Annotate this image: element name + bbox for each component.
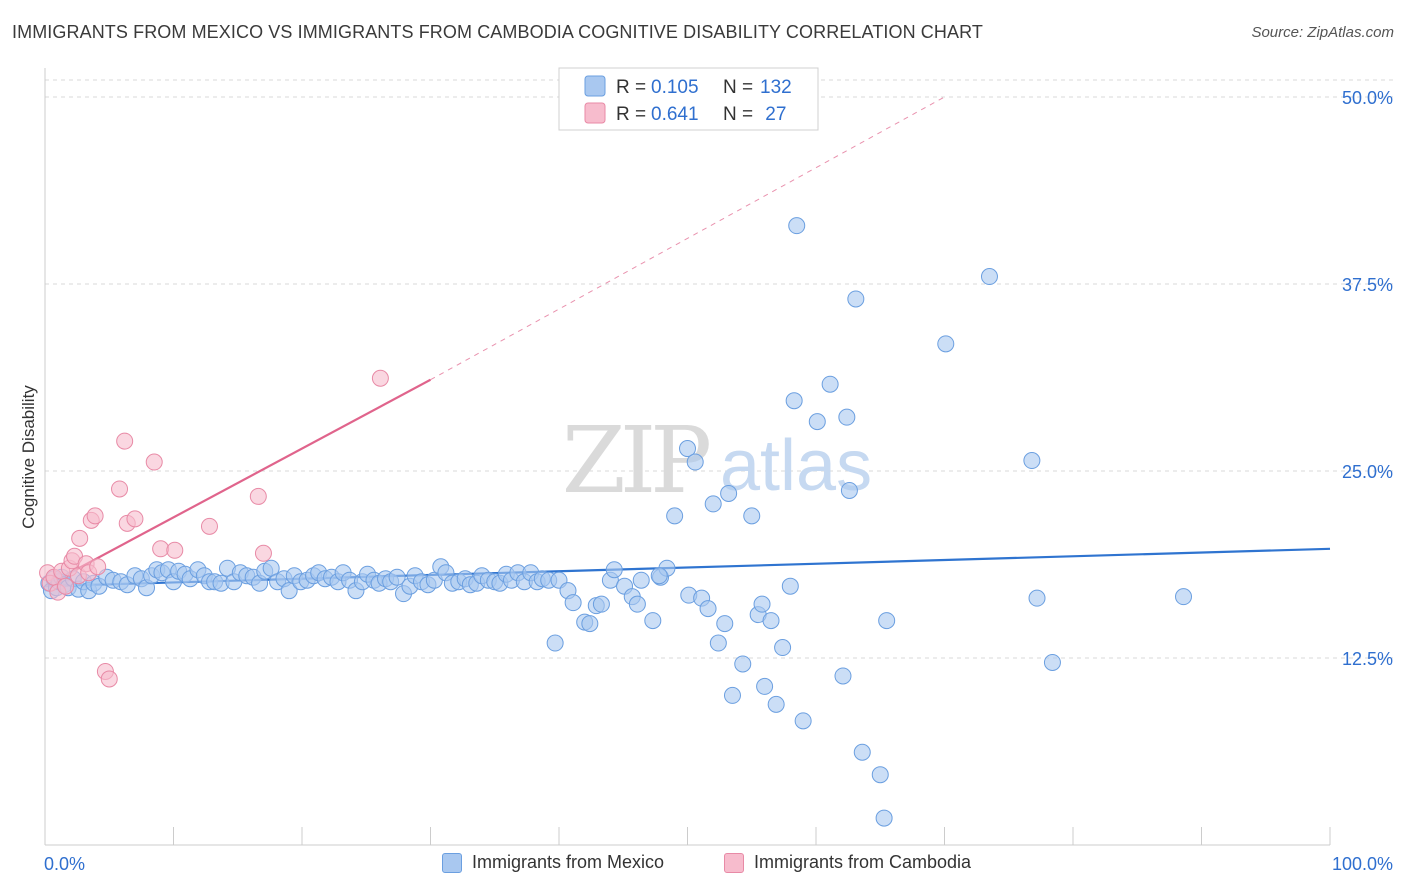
point-mexico-137 [980,268,998,286]
y-axis-label: Cognitive Disability [19,385,38,529]
point-mexico-106 [666,507,684,525]
point-cambodia-27 [371,369,389,387]
bottom-legend: Immigrants from Mexico Immigrants from C… [0,852,1406,878]
x-tick-label-1: 100.0% [1332,854,1393,874]
legend-swatch-cambodia [584,102,606,124]
point-mexico-112 [720,484,738,502]
point-mexico-118 [756,677,774,695]
legend-item-cambodia: Immigrants from Cambodia [724,852,971,873]
point-mexico-120 [767,695,785,713]
point-mexico-126 [808,413,826,431]
point-mexico-142 [679,440,696,458]
trend-line-cambodia [44,378,432,588]
point-cambodia-22 [145,453,163,471]
trend-line-cambodia-extension [430,96,945,381]
point-mexico-119 [762,612,780,630]
point-mexico-135 [878,612,896,630]
point-mexico-123 [785,392,803,410]
point-mexico-90 [564,594,582,612]
point-mexico-121 [774,639,792,657]
point-mexico-44 [280,582,298,600]
series-cambodia-points [39,369,389,688]
point-mexico-113 [723,686,741,704]
point-mexico-124 [788,217,806,235]
y-tick-label-2: 37.5% [1342,275,1393,295]
point-cambodia-15 [89,558,107,576]
legend-swatch-mexico [442,852,462,873]
point-cambodia-28 [254,544,272,562]
point-mexico-101 [632,571,650,589]
x-tick-label-0: 0.0% [44,854,85,874]
point-mexico-95 [592,595,610,613]
point-mexico-111 [716,615,734,633]
point-mexico-102 [644,612,662,630]
y-tick-label-3: 50.0% [1342,88,1393,108]
legend-r-value-2: 0.641 [651,104,699,125]
point-cambodia-19 [116,432,134,450]
legend-n-label-1: N = [723,77,758,98]
point-mexico-134 [875,809,893,827]
point-mexico-141 [1175,588,1193,606]
source-label: Source: ZipAtlas.com [1251,24,1394,41]
legend-label-mexico: Immigrants from Mexico [472,852,665,872]
axes [44,68,1331,846]
legend-n-label-2: N = [723,104,758,125]
y-tick-label-0: 12.5% [1342,649,1393,669]
point-cambodia-10 [71,529,89,547]
point-mexico-92 [546,634,564,652]
legend-r-label-2: R = [616,104,651,125]
point-mexico-114 [734,655,752,673]
point-mexico-93 [581,615,599,633]
point-mexico-115 [743,507,761,525]
point-cambodia-26 [249,487,267,505]
point-mexico-132 [853,743,871,761]
point-mexico-100 [628,595,646,613]
point-cambodia-5 [57,577,75,595]
tick-labels: 12.5% 25.0% 37.5% 50.0% 0.0% 100.0% [44,88,1393,874]
legend-item-mexico: Immigrants from Mexico [442,852,664,873]
point-mexico-128 [834,667,852,685]
legend-label-cambodia: Immigrants from Cambodia [754,852,972,872]
point-mexico-110 [709,634,727,652]
point-mexico-127 [821,375,839,393]
point-mexico-97 [605,561,623,579]
point-mexico-105 [650,567,668,585]
chart-title: IMMIGRANTS FROM MEXICO VS IMMIGRANTS FRO… [12,22,983,42]
point-mexico-130 [840,481,858,499]
point-mexico-122 [781,577,799,595]
legend-swatch-mexico [584,75,606,97]
point-cambodia-17 [100,670,118,688]
point-cambodia-14 [86,507,104,525]
watermark: ZIP atlas [562,407,872,514]
point-mexico-138 [1023,452,1041,470]
point-cambodia-21 [126,510,144,528]
point-cambodia-18 [111,480,129,498]
legend-r-value-1: 0.105 [651,77,699,98]
point-mexico-62 [388,568,406,586]
point-mexico-131 [847,290,865,308]
point-mexico-139 [1028,589,1046,607]
y-tick-label-1: 25.0% [1342,462,1393,482]
point-mexico-140 [1043,653,1061,671]
legend-n-value-2: 27 [760,104,786,125]
point-cambodia-23 [152,540,170,558]
legend-box: R = 0.105 N = 132 R = 0.641 N = 27 [0,0,819,131]
point-mexico-129 [838,408,856,426]
point-cambodia-24 [166,541,184,559]
legend-swatch-cambodia [724,852,744,873]
legend-n-value-1: 132 [760,77,792,98]
point-mexico-143 [686,453,704,471]
point-mexico-133 [871,766,889,784]
point-mexico-125 [794,712,812,730]
point-mexico-136 [937,335,955,353]
point-mexico-144 [704,495,722,513]
series-mexico-points [40,217,1193,827]
svg-text:R = 0.641 N =: R = 0.641 N = 27 [0,0,813,125]
point-cambodia-25 [200,517,218,535]
point-mexico-109 [699,600,717,618]
point-mexico-117 [753,595,771,613]
legend-r-label-1: R = [616,77,651,98]
svg-text:R = 0.105 N =: R = 0.105 N = 132 [616,77,792,98]
